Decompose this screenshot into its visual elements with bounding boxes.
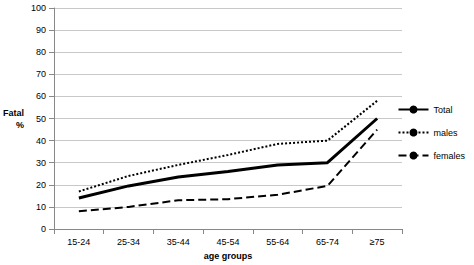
svg-text:100: 100: [31, 3, 46, 13]
svg-text:age groups: age groups: [204, 251, 253, 261]
svg-text:90: 90: [36, 25, 46, 35]
svg-text:%: %: [16, 120, 24, 130]
svg-text:Fatal: Fatal: [3, 108, 24, 118]
svg-text:40: 40: [36, 136, 46, 146]
svg-text:55-64: 55-64: [266, 237, 289, 247]
svg-text:10: 10: [36, 202, 46, 212]
svg-text:70: 70: [36, 69, 46, 79]
svg-text:80: 80: [36, 47, 46, 57]
svg-text:Total: Total: [433, 105, 452, 115]
svg-text:15-24: 15-24: [67, 237, 90, 247]
svg-text:45-54: 45-54: [216, 237, 239, 247]
svg-text:20: 20: [36, 180, 46, 190]
svg-text:50: 50: [36, 114, 46, 124]
svg-text:65-74: 65-74: [316, 237, 339, 247]
svg-text:≥75: ≥75: [370, 237, 385, 247]
svg-text:males: males: [433, 128, 458, 138]
svg-text:females: females: [433, 151, 465, 161]
svg-text:25-34: 25-34: [117, 237, 140, 247]
svg-text:0: 0: [41, 224, 46, 234]
svg-text:60: 60: [36, 91, 46, 101]
svg-text:30: 30: [36, 158, 46, 168]
svg-text:35-44: 35-44: [167, 237, 190, 247]
